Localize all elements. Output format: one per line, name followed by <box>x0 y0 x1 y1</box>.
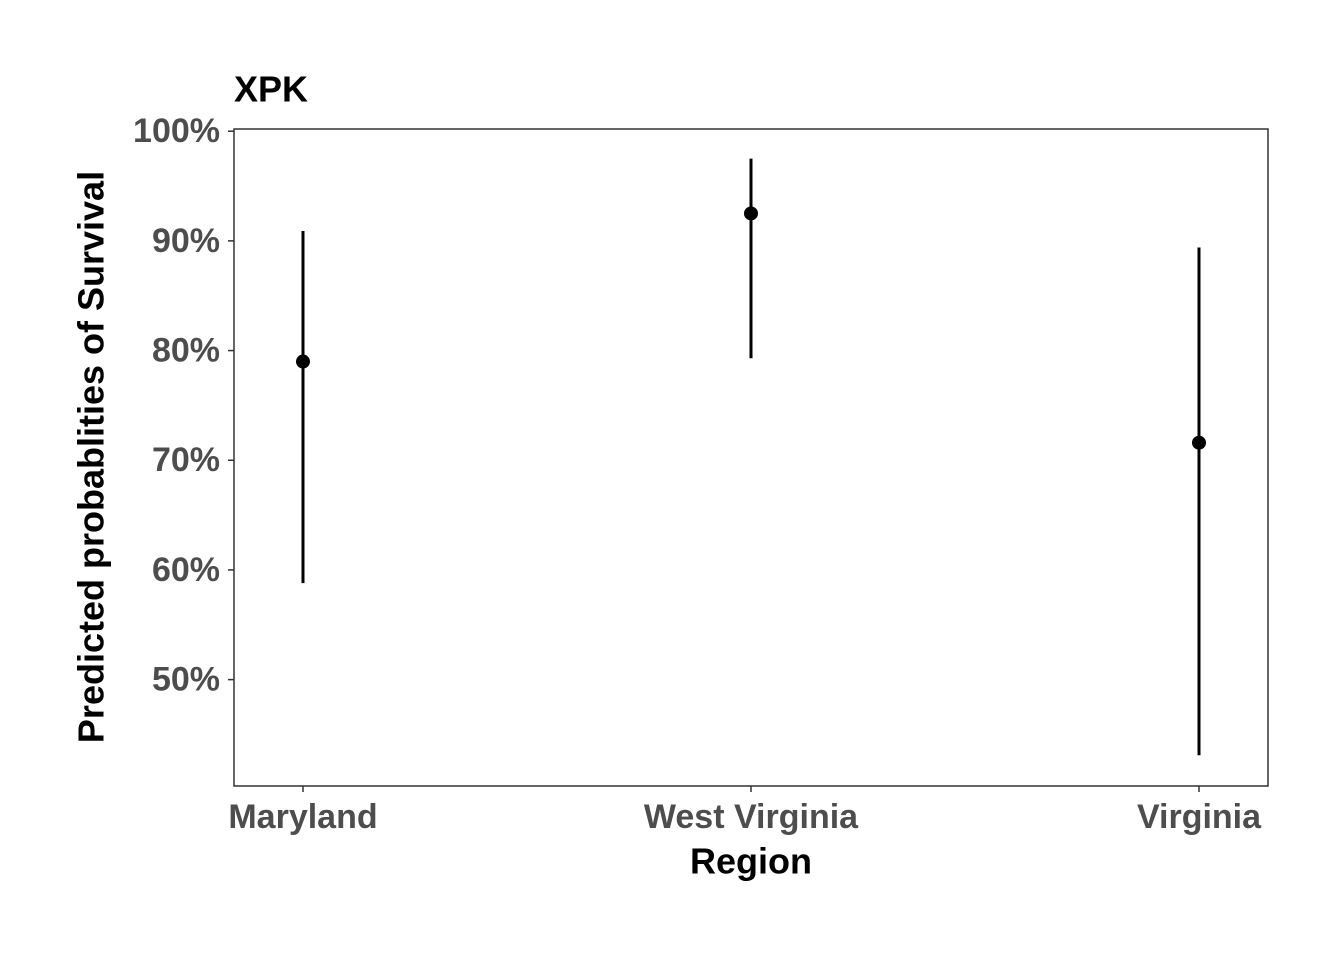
point <box>296 354 310 369</box>
y-tick-label: 80% <box>152 332 220 370</box>
x-tick-label: Maryland <box>228 798 377 836</box>
point <box>1192 435 1206 450</box>
x-tick-label: Virginia <box>1137 798 1262 836</box>
y-tick-label: 90% <box>152 222 220 260</box>
y-tick-label: 100% <box>133 112 220 150</box>
x-tick-label: West Virginia <box>644 798 859 836</box>
y-tick-label: 60% <box>152 551 220 589</box>
chart-title: XPK <box>234 69 308 110</box>
y-axis-title: Predicted probablities of Survival <box>71 171 112 743</box>
x-axis-title: Region <box>690 841 812 882</box>
y-tick-label: 50% <box>152 661 220 699</box>
point <box>744 206 758 221</box>
y-tick-label: 70% <box>152 441 220 479</box>
